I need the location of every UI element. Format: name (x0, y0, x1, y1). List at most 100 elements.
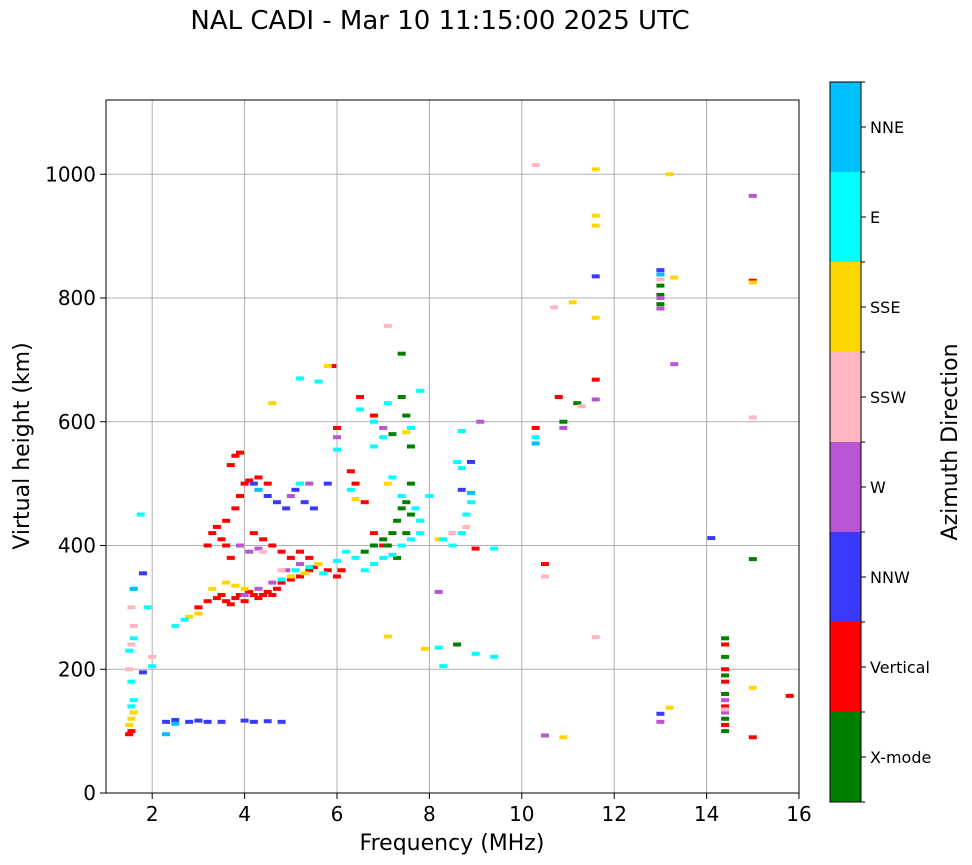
data-point (245, 589, 254, 594)
data-point (462, 512, 471, 517)
data-point (300, 500, 309, 505)
data-point (397, 506, 406, 511)
data-point (721, 698, 730, 703)
data-points (125, 162, 794, 740)
data-point (388, 432, 397, 437)
data-point (721, 654, 730, 659)
data-point (721, 679, 730, 684)
data-point (351, 555, 360, 560)
data-point (397, 494, 406, 498)
data-point (217, 593, 226, 597)
data-point (309, 565, 318, 570)
data-point (231, 596, 240, 601)
data-point (393, 518, 402, 523)
data-point (277, 719, 286, 724)
data-point (665, 172, 674, 177)
colorbar-segment (830, 172, 861, 262)
colorbar: X-mode Vertical NNW W SSW SSE E NNE (829, 81, 931, 803)
data-point (125, 722, 134, 727)
data-point (125, 732, 134, 737)
data-point (222, 599, 231, 604)
data-point (254, 475, 263, 480)
data-point (282, 506, 291, 511)
data-point (397, 351, 406, 356)
colorbar-label: Azimuth Direction (938, 343, 963, 540)
data-point (721, 716, 730, 721)
data-point (226, 463, 235, 468)
data-point (591, 315, 600, 320)
data-point (721, 673, 730, 678)
data-point (305, 568, 314, 573)
data-point (226, 555, 235, 560)
data-point (540, 574, 549, 579)
data-point (656, 272, 665, 277)
data-point (162, 732, 171, 737)
series-e (125, 376, 540, 709)
data-point (286, 577, 295, 582)
data-point (263, 589, 272, 594)
data-point (397, 395, 406, 399)
data-point (457, 487, 466, 492)
data-point (360, 500, 369, 505)
data-point (129, 586, 138, 591)
data-point (171, 721, 180, 726)
series-x-mode (360, 283, 757, 734)
data-point (388, 552, 397, 557)
chart-title: NAL CADI - Mar 10 11:15:00 2025 UTC (190, 6, 690, 36)
x-tick-label: 14 (694, 802, 719, 826)
data-point (277, 549, 286, 554)
data-point (231, 506, 240, 511)
data-point (254, 596, 263, 601)
data-point (282, 568, 291, 573)
colorbar-tick-label: X-mode (870, 748, 931, 767)
data-point (490, 654, 499, 659)
data-point (333, 558, 341, 563)
data-point (369, 531, 378, 536)
data-point (490, 546, 499, 551)
data-point (591, 397, 600, 402)
data-point (360, 568, 369, 573)
x-tick-label: 8 (423, 802, 436, 826)
data-point (721, 704, 730, 709)
data-point (235, 494, 244, 498)
data-point (785, 693, 794, 698)
data-point (748, 557, 757, 562)
data-point (254, 487, 263, 492)
data-point (127, 679, 136, 684)
data-point (129, 698, 138, 703)
data-point (388, 531, 397, 536)
data-point (748, 280, 757, 285)
data-point (383, 481, 392, 486)
data-point (222, 518, 231, 523)
data-point (180, 617, 189, 622)
colorbar-tick-label: E (870, 208, 880, 227)
data-point (333, 574, 341, 579)
y-tick-label: 600 (58, 410, 96, 434)
data-point (222, 543, 231, 548)
series-ssw (125, 162, 757, 712)
data-point (388, 475, 397, 480)
data-point (333, 447, 341, 452)
data-point (471, 651, 480, 656)
data-point (531, 435, 540, 440)
data-point (240, 718, 249, 723)
data-point (591, 635, 600, 640)
data-point (240, 586, 249, 591)
data-point (268, 593, 277, 597)
data-point (143, 605, 152, 610)
data-point (231, 583, 240, 588)
y-tick-label: 400 (58, 534, 96, 558)
plot-frame (105, 99, 800, 794)
data-point (309, 506, 318, 511)
data-point (656, 306, 665, 311)
data-point (748, 685, 757, 690)
data-point (665, 705, 674, 710)
data-point (453, 642, 462, 647)
data-point (721, 692, 730, 696)
data-point (185, 614, 194, 619)
data-point (127, 729, 136, 734)
data-point (212, 596, 221, 601)
data-point (670, 275, 679, 280)
data-point (393, 555, 402, 560)
series-sse (125, 167, 757, 740)
